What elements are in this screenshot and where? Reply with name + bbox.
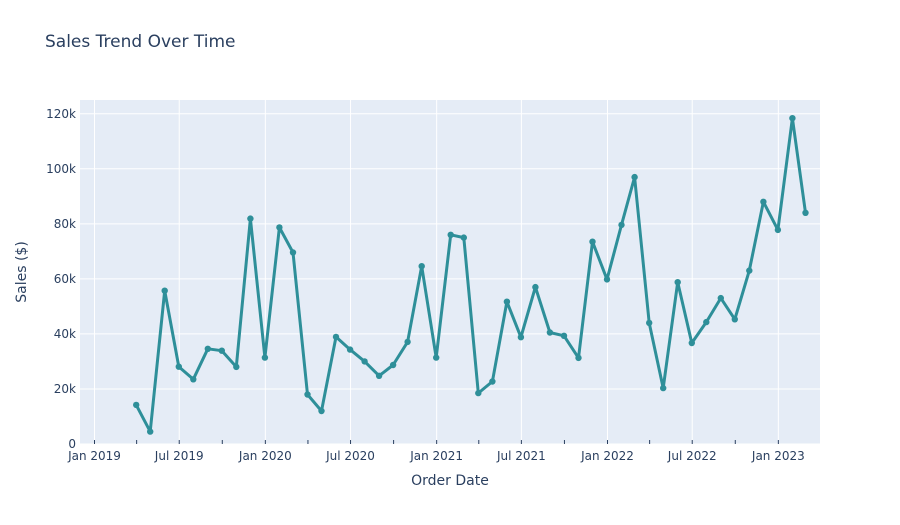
x-tick-label: Jan 2020 [238,449,292,463]
plot-background [80,100,820,444]
x-tick-label: Jan 2022 [580,449,634,463]
data-point[interactable] [304,391,311,398]
x-tick-label: Jul 2021 [496,449,546,463]
data-point[interactable] [433,354,440,361]
series-layer [133,115,809,435]
data-point[interactable] [560,332,568,339]
x-tick-label: Jul 2019 [154,449,204,463]
chart-title: Sales Trend Over Time [45,32,236,52]
data-point[interactable] [589,238,596,245]
data-point[interactable] [575,354,582,362]
data-point[interactable] [489,378,496,385]
data-point[interactable] [289,249,297,256]
y-tick-label: 60k [54,272,76,286]
y-axis-title: Sales ($) [14,241,30,303]
x-tick-label: Jan 2023 [751,449,805,463]
data-point[interactable] [147,428,154,435]
y-tick-label: 0 [68,437,76,451]
data-point[interactable] [375,372,383,379]
data-point[interactable] [233,363,240,371]
y-tick-label: 100k [46,162,76,176]
data-point[interactable] [190,376,197,383]
data-point[interactable] [532,283,539,291]
x-tick-label: Jul 2020 [325,449,375,463]
data-point[interactable] [389,361,397,369]
y-tick-label: 120k [46,107,76,121]
data-point[interactable] [161,287,168,294]
axis-ticks: 0 20k 40k 60k 80k 100k 120k Jan 2019 Jul 2019 Jan… [46,107,805,463]
data-point[interactable] [133,401,140,409]
data-point[interactable] [618,221,625,229]
data-point[interactable] [447,231,454,238]
data-point[interactable] [760,198,767,205]
data-point[interactable] [746,267,753,274]
data-point[interactable] [460,234,467,241]
data-point[interactable] [346,346,354,353]
data-point[interactable] [603,276,611,283]
x-tick-label: Jan 2021 [409,449,463,463]
data-point[interactable] [361,358,368,365]
data-point[interactable] [517,334,525,341]
data-point[interactable] [546,329,554,336]
x-axis-title: Order Date [411,473,489,489]
x-tick-label: Jan 2019 [67,449,121,463]
data-point[interactable] [717,294,724,302]
data-point[interactable] [503,298,511,305]
data-point[interactable] [418,263,425,270]
data-point[interactable] [475,389,482,397]
x-tick-label: Jul 2022 [667,449,717,463]
data-point[interactable] [646,319,653,327]
data-point[interactable] [789,115,796,122]
data-point[interactable] [204,345,211,352]
data-point[interactable] [631,173,638,181]
data-point[interactable] [802,209,809,216]
data-point[interactable] [175,363,182,370]
y-tick-label: 20k [54,382,76,396]
data-point[interactable] [276,224,283,231]
data-point[interactable] [674,279,681,286]
data-point[interactable] [774,226,782,234]
data-point[interactable] [703,318,710,326]
data-point[interactable] [332,333,340,341]
y-tick-label: 40k [54,327,76,341]
y-tick-label: 80k [54,217,76,231]
data-point[interactable] [261,354,269,361]
series-line [134,116,807,434]
data-point[interactable] [660,384,667,392]
data-point[interactable] [218,347,225,354]
data-point[interactable] [318,407,325,415]
data-point[interactable] [688,339,695,347]
data-point[interactable] [404,338,411,346]
data-point[interactable] [247,215,254,222]
data-point[interactable] [731,316,738,323]
